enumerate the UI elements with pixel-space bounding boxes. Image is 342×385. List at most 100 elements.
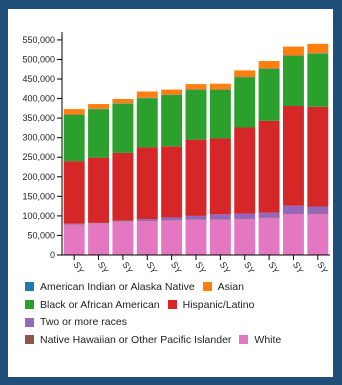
x-tick-label: SY 18-19 (266, 260, 293, 274)
bar-segment (136, 91, 158, 98)
y-tick-label: 150,000 (22, 191, 55, 201)
legend-item: Two or more races (25, 316, 127, 328)
bar-segment (209, 219, 231, 255)
legend-swatch (202, 282, 212, 292)
bar-segment (234, 70, 256, 78)
legend-swatch (239, 335, 249, 345)
bar-segment (185, 215, 207, 220)
legend-swatch (167, 300, 177, 310)
bar-segment (161, 217, 183, 221)
bar-segment (234, 213, 256, 219)
bar-segment (209, 138, 231, 215)
legend-item: Asian (202, 280, 244, 293)
y-tick-label: 350,000 (22, 113, 55, 123)
x-tick-label: SY 15-16 (193, 260, 220, 274)
bar-segment (136, 98, 158, 148)
bar-segment (136, 220, 158, 255)
bar-segment (161, 95, 183, 147)
x-tick-label: SY 17-18 (242, 260, 269, 274)
bar-segment (63, 224, 85, 255)
bar-segment (209, 83, 231, 90)
legend-item: Native Hawaiian or Other Pacific Islande… (25, 334, 231, 346)
legend-swatch (25, 300, 34, 310)
bar-segment (307, 106, 329, 207)
bar-segment (234, 219, 256, 255)
bar-segment (282, 55, 304, 107)
y-tick-label: 100,000 (22, 211, 55, 221)
bar-segment (161, 89, 183, 95)
legend-label: Native Hawaiian or Other Pacific Islande… (40, 333, 232, 346)
legend-swatch (25, 335, 34, 345)
legend-label: White (254, 333, 282, 346)
bar-segment (136, 147, 158, 220)
bar-segment (185, 84, 207, 90)
bar-segment (234, 77, 256, 128)
legend-item: Black or African American (25, 299, 160, 311)
chart-legend: American Indian or Alaska Native Asian Bla… (25, 278, 330, 349)
x-tick-label: SY 14-15 (169, 260, 196, 274)
bar-segment (307, 53, 329, 107)
legend-row: Native Hawaiian or Other Pacific Islande… (25, 331, 330, 349)
legend-label: Hispanic/Latino (182, 298, 255, 311)
x-tick-label: SY 13-14 (145, 260, 172, 274)
bar-segment (234, 127, 256, 214)
bar-segment (209, 214, 231, 220)
x-tick-label: SY 11-12 (96, 260, 123, 274)
bar-segment (112, 98, 134, 104)
y-tick-label: 450,000 (22, 74, 55, 84)
y-tick-label: 300,000 (22, 133, 55, 143)
legend-swatch (25, 282, 34, 292)
y-tick-label: 400,000 (22, 94, 55, 104)
y-tick-label: 250,000 (22, 152, 55, 162)
bar-segment (112, 152, 134, 221)
bar-segment (258, 61, 280, 69)
legend-row: American Indian or Alaska Native Asian (25, 278, 330, 296)
bar-segment (112, 221, 134, 255)
legend-label: Two or more races (40, 316, 127, 329)
bar-segment (88, 157, 110, 223)
x-tick-label: SY 16-17 (218, 260, 245, 274)
bar-segment (136, 219, 158, 221)
bar-segment (258, 212, 280, 218)
bar-segment (258, 120, 280, 213)
x-tick-label: SY 10-11 (71, 260, 98, 274)
bar-segment (185, 139, 207, 216)
legend-item: White (239, 334, 281, 346)
bar-segment (63, 161, 85, 224)
y-tick-label: 50,000 (27, 230, 55, 240)
bar-segment (88, 104, 110, 109)
legend-item: American Indian or Alaska Native (25, 281, 195, 293)
bar-segment (282, 205, 304, 214)
bar-segment (63, 109, 85, 115)
bar-segment (282, 46, 304, 56)
legend-item: Hispanic/Latino (167, 298, 255, 311)
bar-segment (161, 220, 183, 255)
bar-segment (258, 217, 280, 255)
bar-segment (161, 146, 183, 218)
bar-segment (307, 213, 329, 255)
bar-segment (185, 219, 207, 255)
legend-label: American Indian or Alaska Native (40, 280, 195, 293)
bar-segment (307, 43, 329, 54)
bar-segment (282, 213, 304, 255)
bar-segment (112, 103, 134, 153)
bar-segment (282, 106, 304, 206)
bar-segment (112, 220, 134, 222)
bar-segment (258, 68, 280, 121)
chart-panel: 0 50,000 100,000 150,000 200,000 250,000 300,0… (8, 9, 333, 377)
legend-row: Two or more races (25, 313, 330, 331)
x-tick-label: SY 12-13 (120, 260, 147, 274)
bar-segment (88, 223, 110, 255)
x-tick-label: SY 19-20 (291, 260, 318, 274)
stacked-bar-chart: 0 50,000 100,000 150,000 200,000 250,000 300,0… (22, 32, 333, 274)
bar-segment (88, 109, 110, 158)
legend-swatch (25, 317, 34, 327)
y-tick-label: 0 (50, 250, 55, 260)
legend-label: Black or African American (40, 298, 160, 311)
bar-segment (63, 114, 85, 162)
y-tick-label: 500,000 (22, 54, 55, 64)
y-tick-label: 200,000 (22, 172, 55, 182)
legend-label: Asian (217, 280, 244, 293)
bar-segment (209, 89, 231, 139)
bar-segment (185, 89, 207, 140)
